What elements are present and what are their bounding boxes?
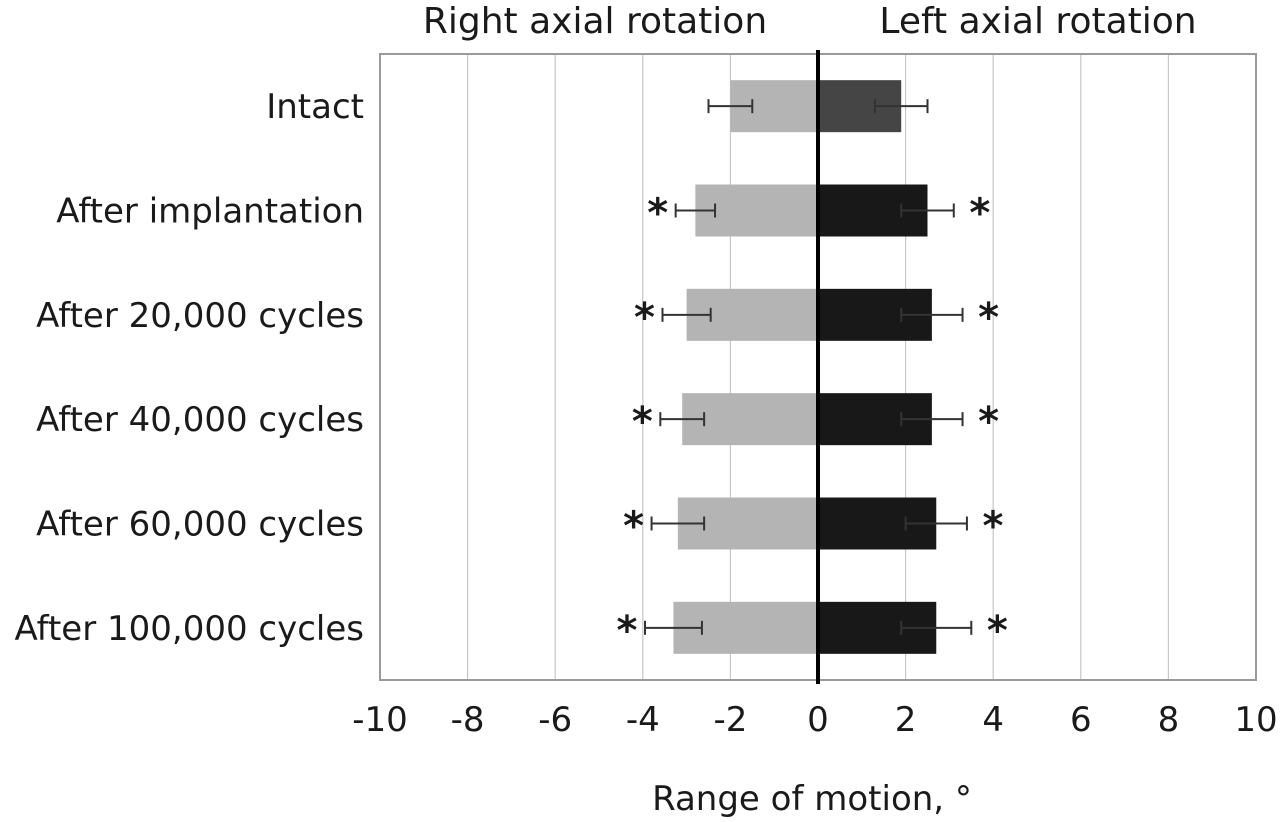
x-axis-label: Range of motion, ° [652,779,972,819]
significance-star: * [647,191,668,237]
significance-star: * [617,608,638,654]
x-tick-label: -2 [713,700,747,740]
x-tick-label: -6 [538,700,572,740]
x-tick-label: 10 [1234,700,1277,740]
header-right-axial-rotation: Right axial rotation [423,1,767,42]
category-label: After 20,000 cycles [36,296,364,336]
category-label: Intact [266,87,364,127]
x-tick-label: 2 [895,700,917,740]
x-tick-label: 6 [1070,700,1092,740]
category-label: After 40,000 cycles [36,400,364,440]
category-label: After 60,000 cycles [36,505,364,545]
significance-star: * [978,399,999,445]
x-tick-label: 0 [807,700,829,740]
significance-star: * [969,191,990,237]
x-tick-label: -8 [451,700,485,740]
x-tick-label: 8 [1158,700,1180,740]
significance-star: * [982,504,1003,550]
significance-star: * [978,295,999,341]
header-left-axial-rotation: Left axial rotation [879,1,1196,42]
significance-star: * [632,399,653,445]
category-label: After 100,000 cycles [15,609,364,649]
significance-star: * [987,608,1008,654]
x-tick-label: 4 [982,700,1004,740]
significance-star: * [623,504,644,550]
x-tick-label: -10 [352,700,408,740]
category-label: After implantation [56,192,364,232]
significance-star: * [634,295,655,341]
x-tick-label: -4 [626,700,660,740]
